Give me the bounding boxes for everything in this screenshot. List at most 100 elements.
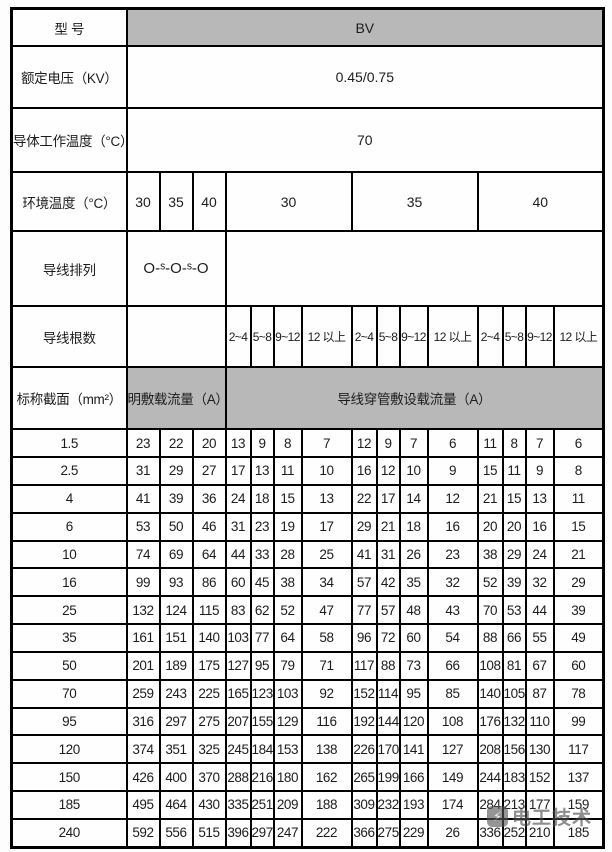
value-cell: 13 — [524, 483, 555, 514]
value-cell: 11 — [552, 483, 605, 514]
value-cell: 316 — [125, 706, 161, 737]
value-cell: 10 — [398, 456, 429, 486]
section-cell: 150 — [10, 762, 128, 792]
value-cell: 153 — [272, 734, 303, 765]
value-cell: 44 — [524, 595, 555, 626]
value-cell: 53 — [501, 595, 527, 626]
value-cell: 74 — [125, 539, 161, 570]
value-cell: 55 — [524, 623, 555, 653]
value-cell: 33 — [249, 539, 275, 570]
table-row: 70 259 243 225 165 123 103 92 152 114 95 85 140 105 87… — [10, 678, 605, 709]
value-cell: 44 — [224, 539, 252, 570]
table-row: 35 161 151 140 103 77 64 58 96 72 60 54 88 66 55 49 — [10, 623, 605, 653]
table-row: 185 495 464 430 335 251 209 188 309 232 193 174 284 2… — [10, 789, 605, 820]
section-cell: 2.5 — [10, 456, 128, 486]
wire-count-row: 导线根数 2~4 5~8 9~12 12 以上 2~4 5~8 9~12 12 … — [10, 305, 605, 368]
value-cell: 297 — [249, 817, 275, 849]
ambient-conduit-cell: 30 — [224, 171, 353, 233]
value-cell: 67 — [524, 650, 555, 681]
value-cell: 132 — [501, 706, 527, 737]
value-cell: 515 — [191, 817, 227, 849]
value-cell: 129 — [272, 706, 303, 737]
value-cell: 62 — [249, 595, 275, 626]
value-cell: 335 — [224, 789, 252, 820]
table-row: 6 53 50 46 31 23 19 17 29 21 18 16 20 20 16 15 — [10, 511, 605, 542]
value-cell: 132 — [125, 595, 161, 626]
value-cell: 7 — [524, 428, 555, 459]
section-cell: 50 — [10, 650, 128, 681]
value-cell: 138 — [300, 734, 353, 765]
value-cell: 12 — [426, 483, 479, 514]
model-label: 型 号 — [10, 7, 128, 48]
value-cell: 213 — [501, 789, 527, 820]
wire-count-header: 9~12 — [272, 305, 303, 368]
value-cell: 60 — [552, 650, 605, 681]
value-cell: 108 — [476, 650, 504, 681]
value-cell: 20 — [191, 428, 227, 459]
value-cell: 265 — [350, 762, 378, 792]
value-cell: 26 — [398, 539, 429, 570]
value-cell: 11 — [476, 428, 504, 459]
value-cell: 174 — [426, 789, 479, 820]
value-cell: 20 — [476, 511, 504, 542]
voltage-label: 额定电压（KV） — [10, 45, 128, 110]
value-cell: 199 — [375, 762, 401, 792]
value-cell: 103 — [224, 623, 252, 653]
value-cell: 336 — [476, 817, 504, 849]
value-cell: 162 — [300, 762, 353, 792]
value-cell: 556 — [158, 817, 194, 849]
value-cell: 16 — [524, 511, 555, 542]
value-cell: 21 — [476, 483, 504, 514]
value-cell: 13 — [249, 456, 275, 486]
value-cell: 53 — [125, 511, 161, 542]
section-cell: 120 — [10, 734, 128, 765]
value-cell: 41 — [350, 539, 378, 570]
value-cell: 38 — [272, 567, 303, 598]
value-cell: 159 — [552, 789, 605, 820]
value-cell: 9 — [375, 428, 401, 459]
arrangement-value: O-ˢ-O-ˢ-O — [125, 230, 227, 308]
section-cell: 95 — [10, 706, 128, 737]
value-cell: 11 — [501, 456, 527, 486]
value-cell: 105 — [501, 678, 527, 709]
conduit-laying-header: 导线穿管敷设载流量（A） — [224, 365, 605, 431]
value-cell: 366 — [350, 817, 378, 849]
value-cell: 35 — [398, 567, 429, 598]
value-cell: 39 — [501, 567, 527, 598]
wire-count-header: 12 以上 — [552, 305, 605, 368]
value-cell: 93 — [158, 567, 194, 598]
model-value: BV — [125, 7, 605, 48]
value-cell: 52 — [476, 567, 504, 598]
value-cell: 15 — [501, 483, 527, 514]
value-cell: 12 — [375, 456, 401, 486]
value-cell: 216 — [249, 762, 275, 792]
conductor-temp-value: 70 — [125, 107, 605, 174]
value-cell: 247 — [272, 817, 303, 849]
value-cell: 24 — [524, 539, 555, 570]
wire-count-header: 5~8 — [501, 305, 527, 368]
value-cell: 114 — [375, 678, 401, 709]
section-cell: 16 — [10, 567, 128, 598]
value-cell: 26 — [426, 817, 479, 849]
table-row: 95 316 297 275 207 155 129 116 192 144 120 108 176 13… — [10, 706, 605, 737]
value-cell: 29 — [501, 539, 527, 570]
value-cell: 7 — [300, 428, 353, 459]
value-cell: 176 — [476, 706, 504, 737]
value-cell: 116 — [300, 706, 353, 737]
value-cell: 18 — [398, 511, 429, 542]
value-cell: 28 — [272, 539, 303, 570]
value-cell: 180 — [272, 762, 303, 792]
value-cell: 495 — [125, 789, 161, 820]
wire-count-label: 导线根数 — [10, 305, 128, 368]
value-cell: 103 — [272, 678, 303, 709]
ambient-conduit-cell: 35 — [350, 171, 479, 233]
value-cell: 592 — [125, 817, 161, 849]
value-cell: 351 — [158, 734, 194, 765]
value-cell: 430 — [191, 789, 227, 820]
value-cell: 78 — [552, 678, 605, 709]
value-cell: 21 — [375, 511, 401, 542]
value-cell: 66 — [426, 650, 479, 681]
value-cell: 309 — [350, 789, 378, 820]
value-cell: 69 — [158, 539, 194, 570]
value-cell: 48 — [398, 595, 429, 626]
